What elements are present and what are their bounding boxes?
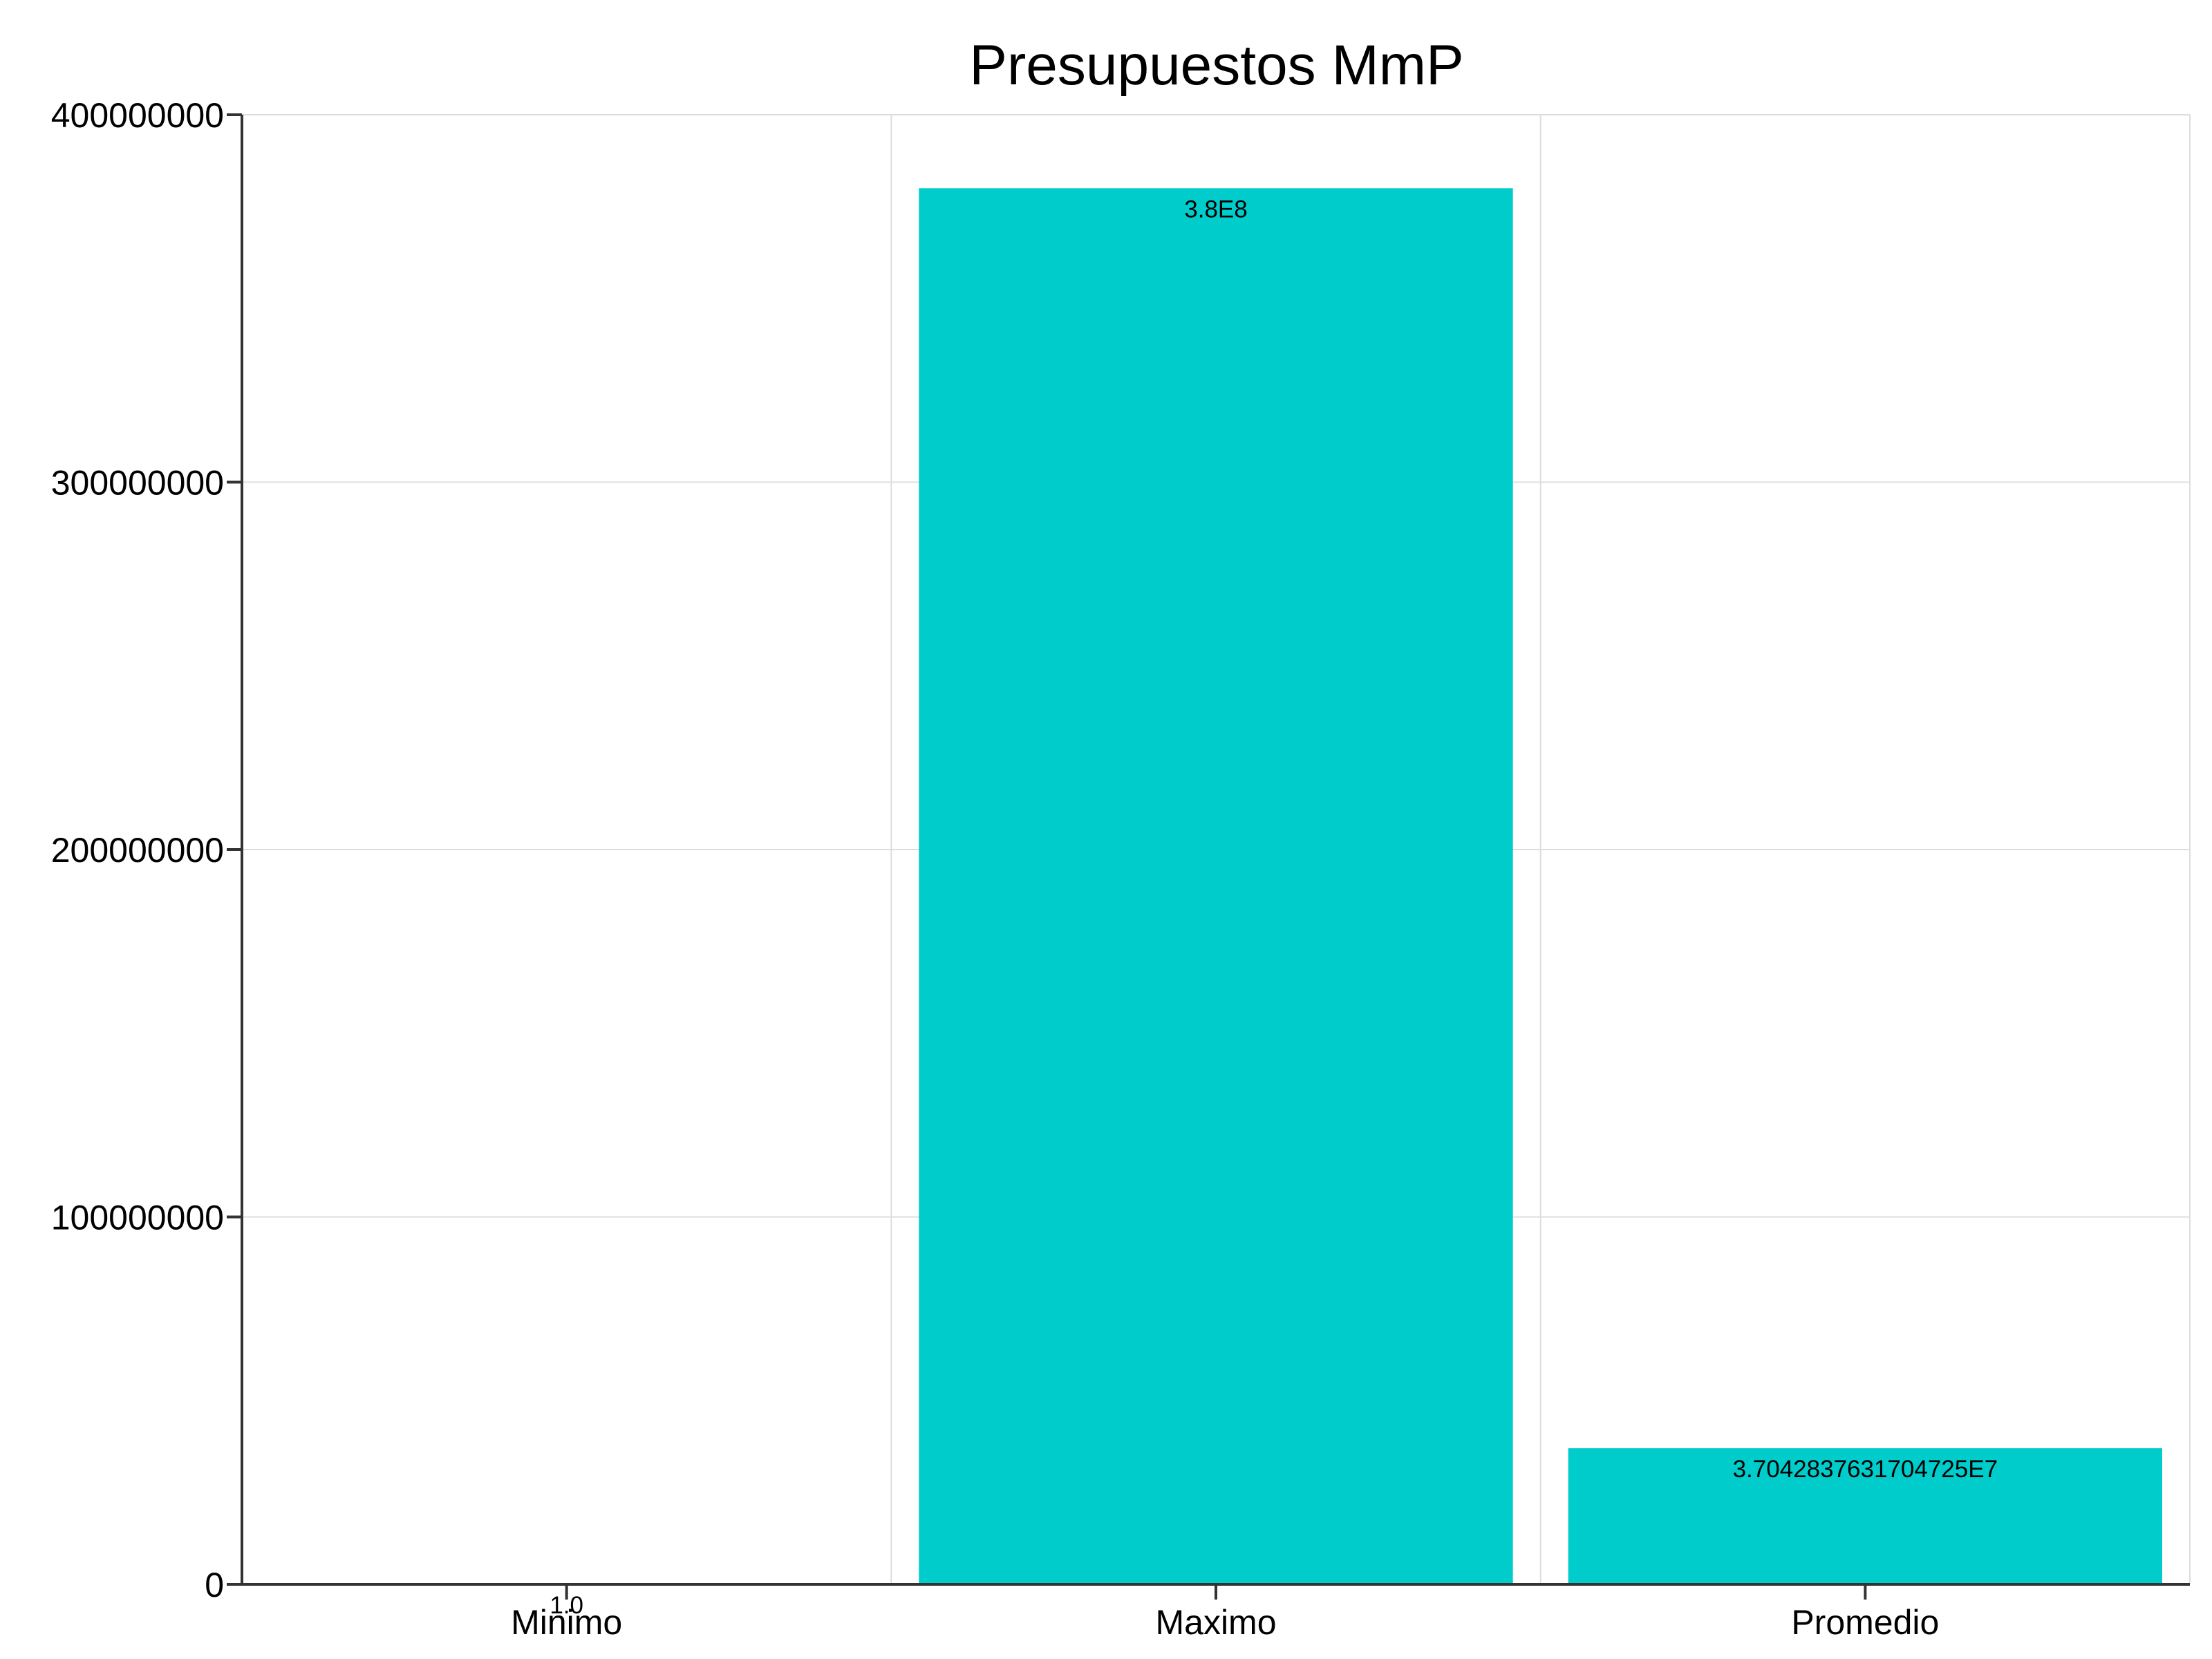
y-tick-label-3: 300000000 xyxy=(51,464,224,503)
bars xyxy=(919,188,2162,1584)
bar-promedio xyxy=(1568,1448,2162,1584)
y-tick-label-1: 100000000 xyxy=(51,1199,224,1237)
chart-title: Presupuestos MmP xyxy=(969,34,1464,97)
x-tick-label-minimo: Minimo xyxy=(511,1603,622,1642)
bar-maximo xyxy=(919,188,1513,1584)
bar-label-promedio: 3.7042837631704725E7 xyxy=(1733,1456,1998,1483)
x-tick-label-promedio: Promedio xyxy=(1791,1603,1939,1642)
axes: 0 100000000 200000000 300000000 400000000 Min… xyxy=(51,96,2190,1642)
x-tick-label-maximo: Maximo xyxy=(1155,1603,1276,1642)
y-tick-label-4: 400000000 xyxy=(51,96,224,135)
bar-label-maximo: 3.8E8 xyxy=(1184,196,1247,223)
y-tick-label-0: 0 xyxy=(205,1566,224,1604)
y-tick-label-2: 200000000 xyxy=(51,831,224,870)
